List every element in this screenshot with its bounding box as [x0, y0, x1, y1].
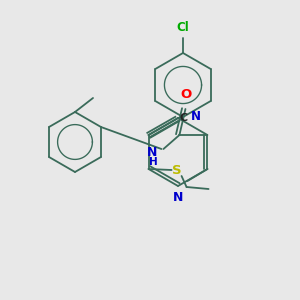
Text: C: C: [180, 113, 188, 123]
Text: N: N: [173, 191, 183, 204]
Text: Cl: Cl: [177, 21, 189, 34]
Text: N: N: [147, 146, 158, 160]
Text: O: O: [181, 88, 192, 101]
Text: S: S: [172, 164, 182, 178]
Text: H: H: [149, 157, 158, 167]
Text: N: N: [190, 110, 201, 122]
